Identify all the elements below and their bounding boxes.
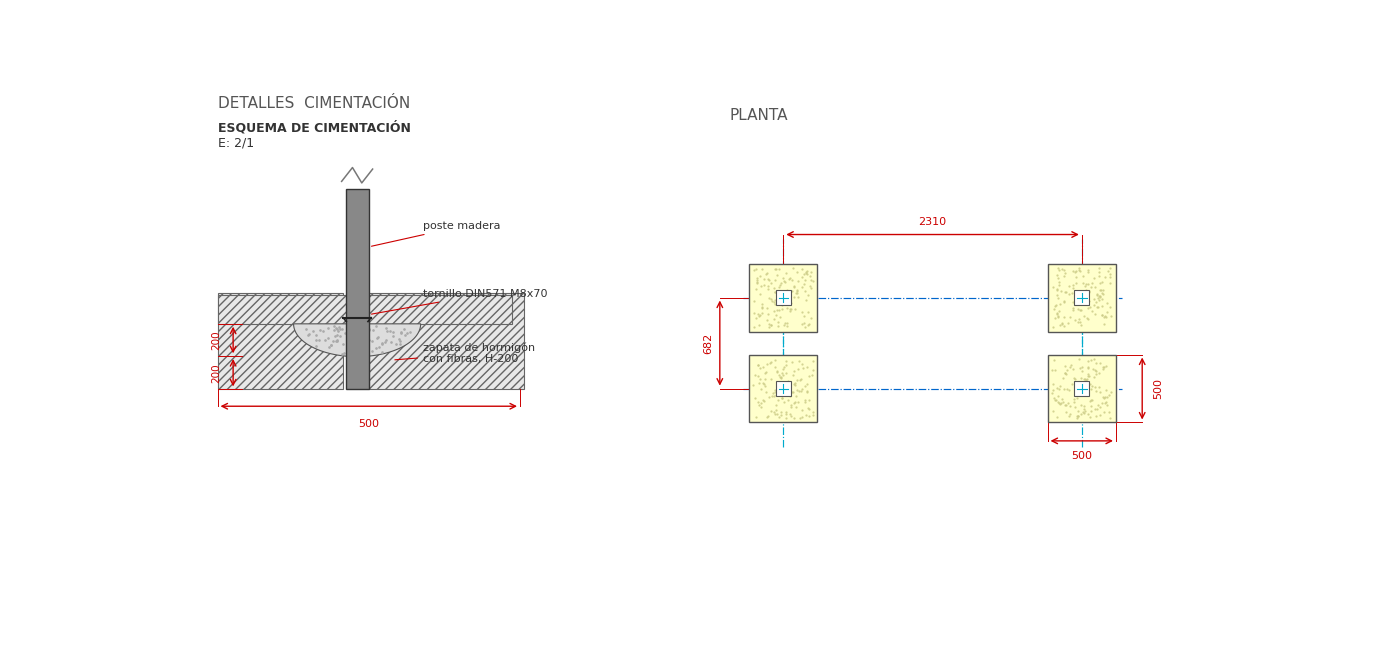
Bar <box>776 291 791 305</box>
Text: ESQUEMA DE CIMENTACIÓN: ESQUEMA DE CIMENTACIÓN <box>217 121 410 134</box>
Text: E: 2/1: E: 2/1 <box>217 137 253 150</box>
Bar <box>749 355 818 423</box>
Text: DETALLES  CIMENTACIÓN: DETALLES CIMENTACIÓN <box>217 96 410 111</box>
Text: 500: 500 <box>1154 378 1163 399</box>
Bar <box>776 381 791 396</box>
Bar <box>217 293 343 389</box>
Bar <box>1047 264 1116 331</box>
Text: 682: 682 <box>703 332 713 354</box>
Text: 200: 200 <box>211 363 221 382</box>
Text: poste madera: poste madera <box>371 221 501 246</box>
Bar <box>346 189 368 389</box>
Text: PLANTA: PLANTA <box>729 108 788 123</box>
Polygon shape <box>294 324 420 357</box>
Text: 500: 500 <box>358 419 379 429</box>
Text: zapata de hormigón
con fibras, H-200: zapata de hormigón con fibras, H-200 <box>395 342 535 364</box>
Text: 500: 500 <box>1071 451 1092 461</box>
Text: 200: 200 <box>211 330 221 350</box>
Bar <box>1074 291 1089 305</box>
Bar <box>1047 355 1116 423</box>
Bar <box>749 264 818 331</box>
Bar <box>217 295 512 324</box>
Text: 2310: 2310 <box>918 217 946 227</box>
Text: tornillo DIN571 M8x70: tornillo DIN571 M8x70 <box>371 289 547 314</box>
Bar <box>368 293 524 389</box>
Bar <box>1074 381 1089 396</box>
